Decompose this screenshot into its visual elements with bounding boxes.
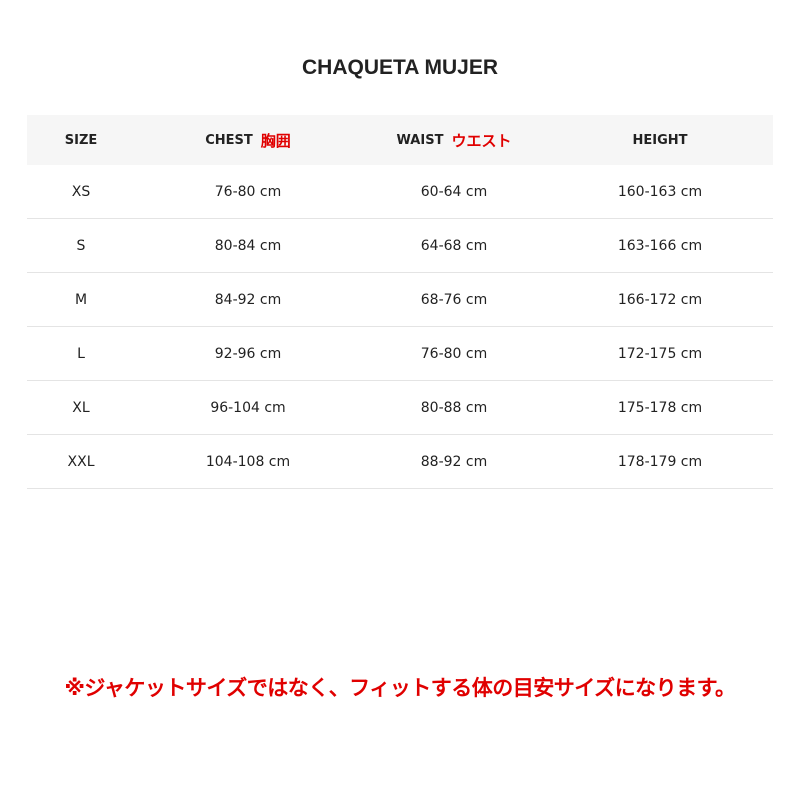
table-cell: 68-76 cm [420,291,488,308]
table-cell: M [74,291,88,308]
table-cell: 76-80 cm [420,345,488,362]
header-label: HEIGHT [632,132,688,148]
header-jp-label: ウエスト [451,131,512,150]
table-cell: L [77,345,85,362]
table-row: XXL 104-108 cm 88-92 cm 178-179 cm [27,435,773,489]
table-cell: 88-92 cm [420,453,488,470]
table-cell: 104-108 cm [205,453,291,470]
table-cell: S [76,237,86,254]
table-row: L 92-96 cm 76-80 cm 172-175 cm [27,327,773,381]
header-size: SIZE [65,115,98,165]
header-waist: WAIST ウエスト [397,115,512,165]
table-cell: 172-175 cm [617,345,703,362]
table-cell: XL [72,399,90,416]
header-chest: CHEST 胸囲 [205,115,291,165]
table-cell: 163-166 cm [617,237,703,254]
table-row: S 80-84 cm 64-68 cm 163-166 cm [27,219,773,273]
size-table: SIZE CHEST 胸囲 WAIST ウエスト HEIGHT XS 76-80 cm… [27,115,773,489]
size-note: ※ジャケットサイズではなく、フィットする体の目安サイズになります。 [64,676,736,700]
page-title: CHAQUETA MUJER [301,56,498,79]
table-row: M 84-92 cm 68-76 cm 166-172 cm [27,273,773,327]
table-cell: 76-80 cm [214,183,282,200]
header-height: HEIGHT [632,115,687,165]
table-cell: 166-172 cm [617,291,703,308]
table-header: SIZE CHEST 胸囲 WAIST ウエスト HEIGHT [27,115,773,165]
table-cell: 84-92 cm [214,291,282,308]
table-cell: 175-178 cm [617,399,703,416]
header-jp-label: 胸囲 [260,131,291,150]
table-cell: 178-179 cm [617,453,703,470]
table-cell: XXL [67,453,95,470]
header-label: SIZE [64,132,98,148]
table-cell: 160-163 cm [617,183,703,200]
table-row: XL 96-104 cm 80-88 cm 175-178 cm [27,381,773,435]
table-cell: 80-88 cm [420,399,488,416]
table-row: XS 76-80 cm 60-64 cm 160-163 cm [27,165,773,219]
table-cell: 92-96 cm [214,345,282,362]
header-label: WAIST [396,132,444,148]
table-cell: 96-104 cm [210,399,286,416]
table-cell: 80-84 cm [214,237,282,254]
table-cell: 60-64 cm [420,183,488,200]
header-label: CHEST [205,132,253,148]
table-cell: 64-68 cm [420,237,488,254]
table-cell: XS [71,183,91,200]
